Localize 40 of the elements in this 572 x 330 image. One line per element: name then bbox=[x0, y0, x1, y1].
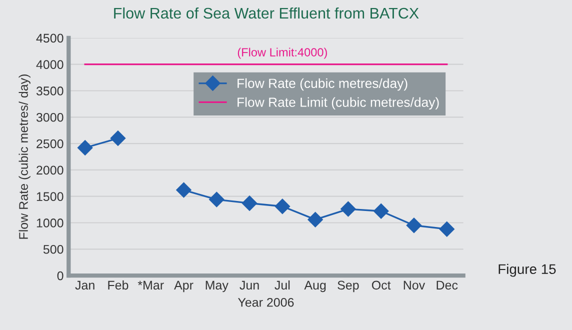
point bbox=[110, 130, 126, 146]
caption: Figure 15 bbox=[498, 264, 556, 277]
point bbox=[176, 182, 192, 198]
y-tick-label: 4000 bbox=[36, 60, 64, 69]
x-tick-label: May bbox=[206, 280, 228, 292]
y-tick-label: 3500 bbox=[36, 86, 64, 96]
y-tick-label: 1000 bbox=[36, 218, 64, 228]
y-axis-title: Flow Rate (cubic metres/ day) bbox=[18, 74, 30, 239]
point bbox=[274, 198, 290, 214]
x-tick-label: *Mar bbox=[138, 280, 164, 290]
x-tick-label: Dec bbox=[436, 280, 458, 290]
point bbox=[242, 196, 258, 211]
point bbox=[209, 192, 224, 208]
x-tick-label: Jun bbox=[240, 280, 259, 290]
legend-label: Flow Rate (cubic metres/day) bbox=[238, 78, 408, 91]
y-tick-label: 2500 bbox=[36, 139, 64, 148]
point bbox=[308, 212, 323, 228]
point bbox=[439, 222, 454, 237]
y-tick-label: 3000 bbox=[36, 112, 64, 122]
y-tick-label: 4500 bbox=[36, 34, 64, 43]
x-tick-label: Oct bbox=[372, 280, 391, 290]
y-tick-label: 1500 bbox=[36, 192, 64, 201]
x-tick-label: Sep bbox=[338, 280, 359, 292]
chart-title: Flow Rate of Sea Water Effluent from BATCX bbox=[114, 7, 419, 19]
annotation: (Flow Limit:4000) bbox=[238, 48, 327, 59]
x-tick-label: Feb bbox=[108, 280, 128, 290]
y-tick-label: 500 bbox=[43, 244, 64, 254]
point bbox=[374, 204, 389, 219]
x-tick-label: Nov bbox=[404, 280, 426, 290]
legend-label: Flow Rate Limit (cubic metres/day) bbox=[238, 97, 439, 110]
x-tick-label: Jul bbox=[274, 280, 290, 290]
x-tick-label: Apr bbox=[174, 280, 194, 292]
x-axis-title: Year 2006 bbox=[238, 298, 294, 307]
x-tick-label: Aug bbox=[304, 280, 326, 292]
y-tick-label: 0 bbox=[57, 271, 64, 280]
x-tick-label: Jan bbox=[75, 280, 94, 290]
y-tick-label: 2000 bbox=[36, 166, 64, 175]
point bbox=[340, 201, 356, 217]
point bbox=[406, 218, 422, 233]
point bbox=[78, 140, 93, 156]
